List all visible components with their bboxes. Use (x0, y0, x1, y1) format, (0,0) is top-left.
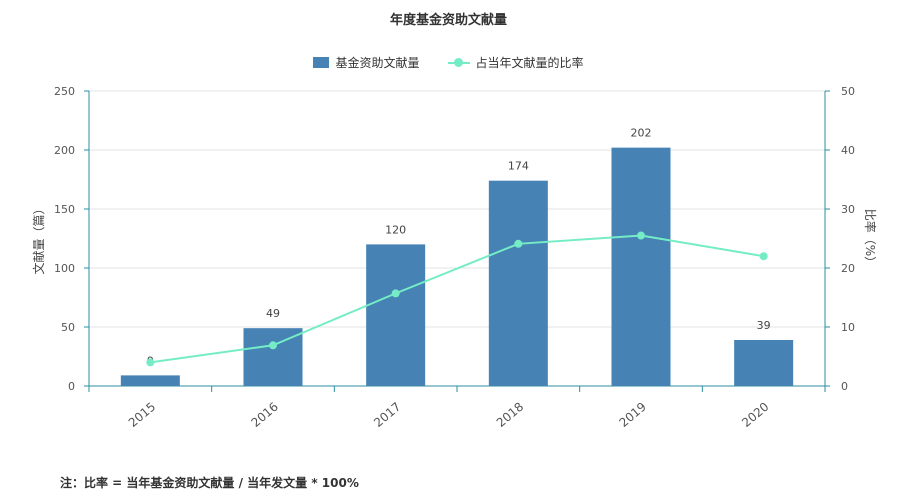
line-point (514, 239, 523, 248)
legend: 基金资助文献量 占当年文献量的比率 (0, 54, 897, 71)
x-tick-label: 2016 (249, 400, 281, 430)
bar (120, 375, 180, 386)
legend-line-swatch (447, 57, 470, 69)
y2-tick-label: 30 (841, 203, 855, 216)
y-axis-title: 文献量（篇） (31, 202, 46, 274)
bar (611, 147, 671, 386)
line-point (269, 341, 277, 350)
y2-tick-label: 10 (841, 321, 855, 334)
bar (734, 339, 794, 386)
x-tick-label: 2018 (494, 400, 526, 430)
legend-item-line[interactable]: 占当年文献量的比率 (447, 54, 584, 71)
y2-axis-title: 比率（%） (863, 209, 878, 268)
bar-value-label: 49 (266, 307, 280, 320)
series-line (150, 234, 764, 364)
y-tick-label: 200 (54, 144, 75, 157)
x-tick-label: 2015 (126, 400, 158, 430)
y-tick-label: 0 (68, 380, 75, 393)
chart-title: 年度基金资助文献量 (389, 13, 507, 28)
y-tick-label: 100 (54, 262, 75, 275)
line-point (637, 231, 645, 240)
y2-tick-label: 0 (841, 380, 848, 393)
y2-tick-label: 20 (841, 262, 855, 275)
legend-line-label: 占当年文献量的比率 (475, 56, 584, 70)
x-tick-label: 2020 (739, 400, 771, 430)
bar-value-label: 120 (385, 223, 406, 236)
x-tick-label: 2017 (371, 400, 403, 430)
bar-value-label: 202 (631, 127, 652, 140)
line-point (146, 358, 155, 367)
y-tick-label: 250 (54, 85, 75, 98)
footnote: 注：比率 = 当年基金资助文献量 / 当年发文量 * 100% (60, 476, 359, 490)
bar (488, 180, 548, 386)
bar-value-label: 39 (757, 319, 771, 332)
y2-tick-label: 50 (841, 85, 855, 98)
legend-bar-swatch (313, 57, 330, 68)
legend-item-bar[interactable]: 基金资助文献量 (313, 54, 420, 71)
legend-bar-label: 基金资助文献量 (335, 56, 420, 70)
x-tick-label: 2019 (617, 400, 649, 430)
line-point (759, 252, 768, 261)
y-tick-label: 150 (54, 203, 75, 216)
y-tick-label: 50 (61, 321, 75, 334)
bar (366, 244, 426, 386)
y2-tick-label: 40 (841, 144, 855, 157)
bar-value-label: 174 (508, 160, 529, 173)
line-point (391, 289, 400, 298)
